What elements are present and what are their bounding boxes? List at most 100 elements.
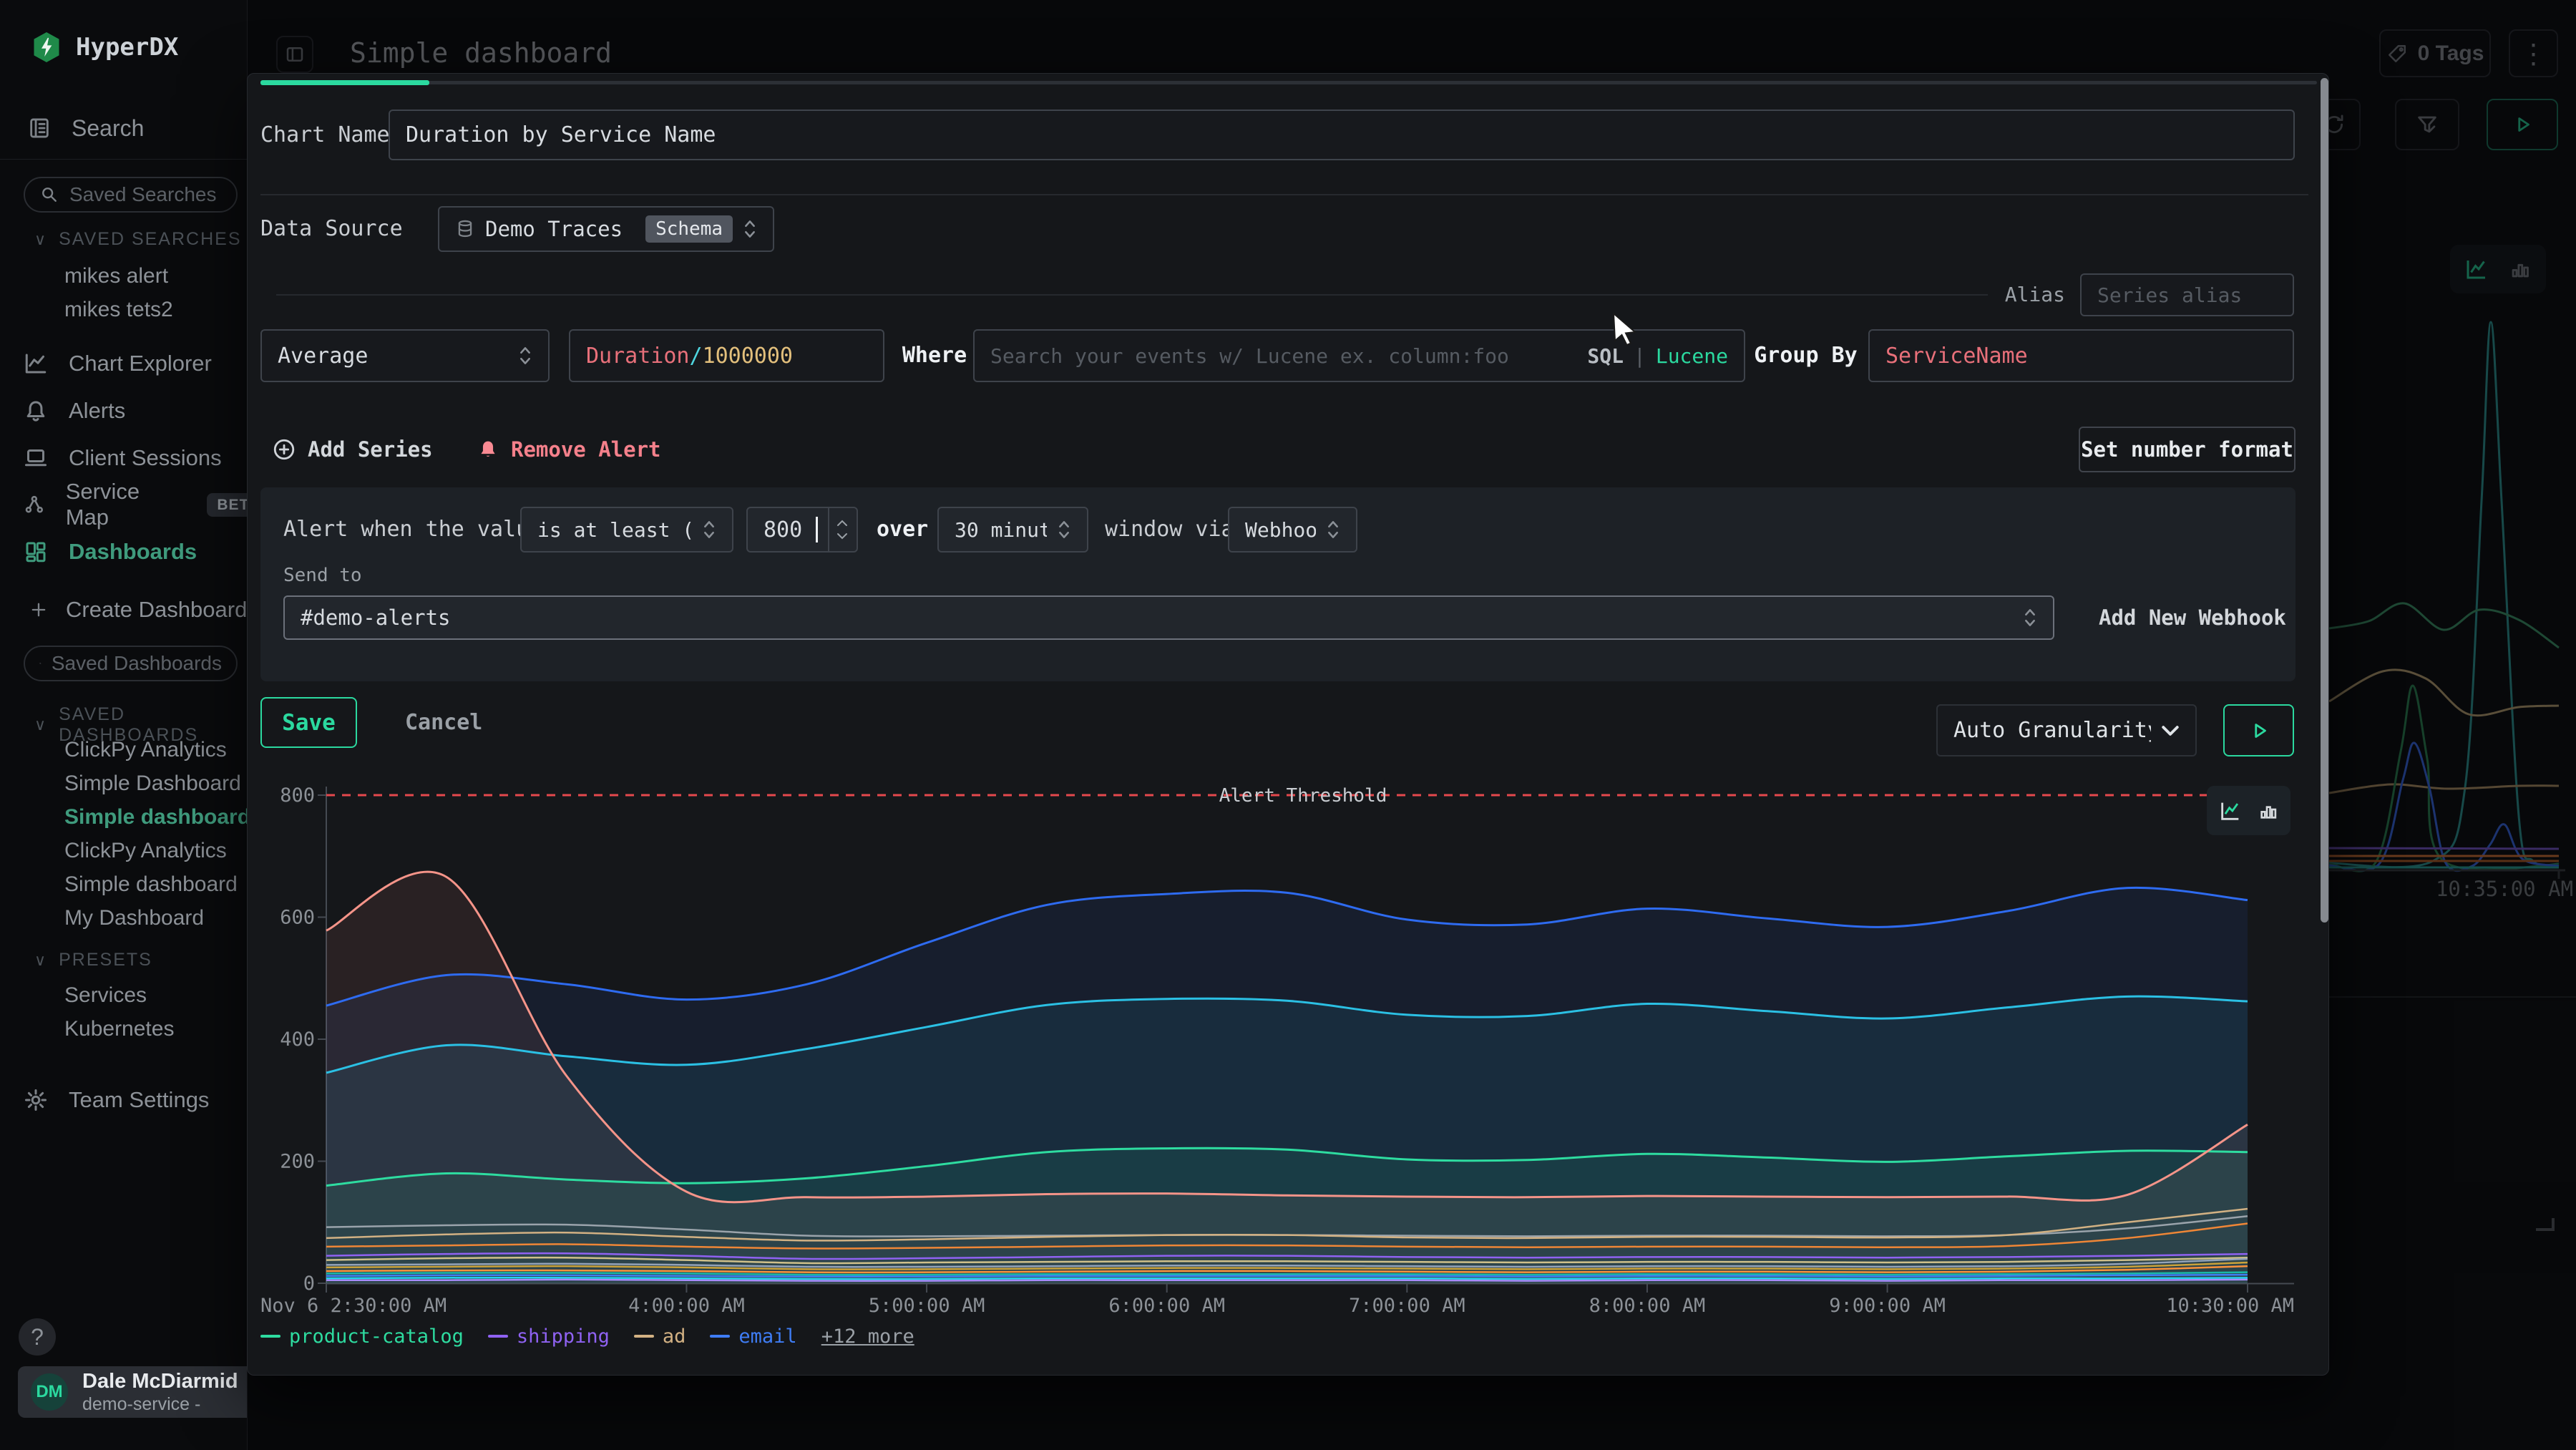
- window-via-label: window via: [1105, 507, 1234, 553]
- plus-circle-icon: [272, 437, 296, 462]
- group-by-input[interactable]: ServiceName: [1868, 329, 2294, 382]
- sidebar-item-client-sessions[interactable]: Client Sessions: [0, 434, 248, 482]
- alert-config-panel: Alert when the value is at least (≥) 800…: [260, 487, 2296, 681]
- chart-name-input[interactable]: Duration by Service Name: [389, 110, 2295, 160]
- svg-text:6:00:00 AM: 6:00:00 AM: [1108, 1295, 1225, 1317]
- save-button[interactable]: Save: [260, 697, 357, 748]
- chevron-up-down-icon: [2023, 605, 2037, 630]
- chart-type-toggle[interactable]: [2207, 786, 2290, 835]
- app-logo[interactable]: HyperDX: [0, 29, 248, 66]
- chevron-up-down-icon: [702, 517, 716, 542]
- field-expression-input[interactable]: Duration/1000000: [569, 329, 884, 382]
- modal-scrollbar[interactable]: [2321, 78, 2328, 923]
- legend-label: product-catalog: [289, 1325, 464, 1348]
- avatar: DM: [31, 1373, 68, 1411]
- svg-text:600: 600: [280, 907, 315, 929]
- sidebar-item-search[interactable]: Search: [0, 104, 248, 152]
- bar-chart-icon[interactable]: [2257, 799, 2280, 822]
- hyperdx-logo-icon: [31, 31, 62, 64]
- saved-dashboard-item[interactable]: Simple Dashboard: [0, 767, 247, 800]
- text-caret: [816, 517, 818, 542]
- cancel-button[interactable]: Cancel: [405, 697, 482, 748]
- saved-dashboard-item[interactable]: Simple dashboard: [0, 800, 247, 834]
- legend-item[interactable]: ad: [634, 1325, 686, 1348]
- webhook-select[interactable]: #demo-alerts: [283, 595, 2054, 640]
- aggregation-select[interactable]: Average: [260, 329, 550, 382]
- sidebar-item-service-map[interactable]: Service Map BETA: [0, 481, 248, 528]
- edit-chart-modal: Chart Name Duration by Service Name Data…: [247, 73, 2329, 1376]
- preset-item[interactable]: Kubernetes: [0, 1012, 247, 1046]
- progress-track: [260, 81, 2317, 84]
- saved-search-item[interactable]: mikes alert: [0, 259, 247, 293]
- saved-dashboard-item[interactable]: ClickPy Analytics: [0, 834, 247, 867]
- legend-item[interactable]: +12 more: [821, 1325, 914, 1348]
- divider: [260, 194, 2308, 195]
- svg-text:5:00:00 AM: 5:00:00 AM: [869, 1295, 985, 1317]
- legend-label: ad: [663, 1325, 686, 1348]
- user-org: demo-service -: [82, 1393, 248, 1415]
- saved-search-item[interactable]: mikes tets2: [0, 293, 247, 326]
- divider: [276, 294, 1988, 296]
- number-spinner[interactable]: [828, 508, 848, 551]
- data-source-label: Data Source: [260, 206, 403, 252]
- legend-swatch: [710, 1335, 730, 1338]
- saved-dashboard-item[interactable]: Simple dashboard: [0, 867, 247, 901]
- dashboards-grid-icon: [23, 539, 49, 565]
- chevron-up-down-icon: [743, 217, 757, 241]
- svg-text:8:00:00 AM: 8:00:00 AM: [1589, 1295, 1706, 1317]
- saved-searches-placeholder: Saved Searches: [69, 183, 216, 206]
- lucene-mode-toggle[interactable]: Lucene: [1656, 344, 1728, 368]
- add-series-button[interactable]: Add Series: [272, 432, 433, 467]
- saved-searches-header[interactable]: ∨ SAVED SEARCHES: [34, 229, 242, 250]
- svg-text:10:30:00 AM: 10:30:00 AM: [2166, 1295, 2294, 1317]
- preset-item[interactable]: Services: [0, 978, 247, 1012]
- gear-icon: [23, 1087, 49, 1113]
- svg-text:0: 0: [303, 1273, 315, 1295]
- chevron-down-icon: [2161, 724, 2180, 737]
- svg-text:200: 200: [280, 1151, 315, 1173]
- schema-badge[interactable]: Schema: [645, 215, 733, 243]
- chevron-up-down-icon: [1057, 517, 1071, 542]
- line-chart-icon[interactable]: [2218, 799, 2243, 823]
- play-icon: [2247, 719, 2271, 743]
- saved-dashboard-item[interactable]: ClickPy Analytics: [0, 733, 247, 767]
- svg-text:800: 800: [280, 784, 315, 807]
- progress-indicator: [260, 80, 429, 85]
- help-button[interactable]: ?: [19, 1318, 56, 1356]
- set-number-format-button[interactable]: Set number format: [2079, 427, 2296, 472]
- alert-threshold-input[interactable]: 800: [746, 507, 858, 553]
- data-source-select[interactable]: Demo Traces Schema: [438, 206, 774, 252]
- presets-header[interactable]: ∨ PRESETS: [34, 950, 152, 970]
- alert-channel-select[interactable]: Webhook: [1228, 507, 1357, 553]
- legend-item[interactable]: product-catalog: [260, 1325, 464, 1348]
- search-doc-icon: [27, 116, 52, 140]
- legend-label: shipping: [517, 1325, 610, 1348]
- add-new-webhook-button[interactable]: Add New Webhook: [2099, 595, 2286, 640]
- alert-condition-select[interactable]: is at least (≥): [520, 507, 733, 553]
- alias-label: Alias: [1994, 273, 2065, 316]
- alias-input[interactable]: Series alias: [2080, 273, 2294, 316]
- sidebar-item-team-settings[interactable]: Team Settings: [0, 1076, 248, 1124]
- alert-prefix-label: Alert when the value: [283, 507, 542, 553]
- run-chart-button[interactable]: [2223, 704, 2294, 756]
- bell-icon: [23, 398, 49, 424]
- saved-dashboard-item[interactable]: My Dashboard: [0, 901, 247, 935]
- remove-alert-button[interactable]: Remove Alert: [477, 432, 661, 467]
- sidebar-item-chart-explorer[interactable]: Chart Explorer: [0, 340, 248, 387]
- legend-item[interactable]: email: [710, 1325, 796, 1348]
- user-menu[interactable]: DM Dale McDiarmid demo-service - ›: [18, 1366, 248, 1418]
- saved-dashboards-input[interactable]: Saved Dashboards: [24, 646, 238, 681]
- laptop-icon: [23, 445, 49, 471]
- svg-text:Nov 6 2:30:00 AM: Nov 6 2:30:00 AM: [260, 1295, 447, 1317]
- legend-item[interactable]: shipping: [488, 1325, 610, 1348]
- chart-name-label: Chart Name: [260, 110, 390, 160]
- sidebar-item-alerts[interactable]: Alerts: [0, 387, 248, 434]
- alert-window-select[interactable]: 30 minute: [937, 507, 1088, 553]
- svg-text:4:00:00 AM: 4:00:00 AM: [628, 1295, 745, 1317]
- over-label: over: [877, 507, 921, 553]
- create-dashboard-button[interactable]: Create Dashboard: [0, 593, 248, 627]
- sidebar-item-dashboards[interactable]: Dashboards: [0, 528, 248, 575]
- granularity-select[interactable]: Auto Granularity: [1936, 704, 2197, 756]
- saved-searches-input[interactable]: Saved Searches: [24, 177, 238, 213]
- chevron-down-icon: ∨: [34, 230, 47, 249]
